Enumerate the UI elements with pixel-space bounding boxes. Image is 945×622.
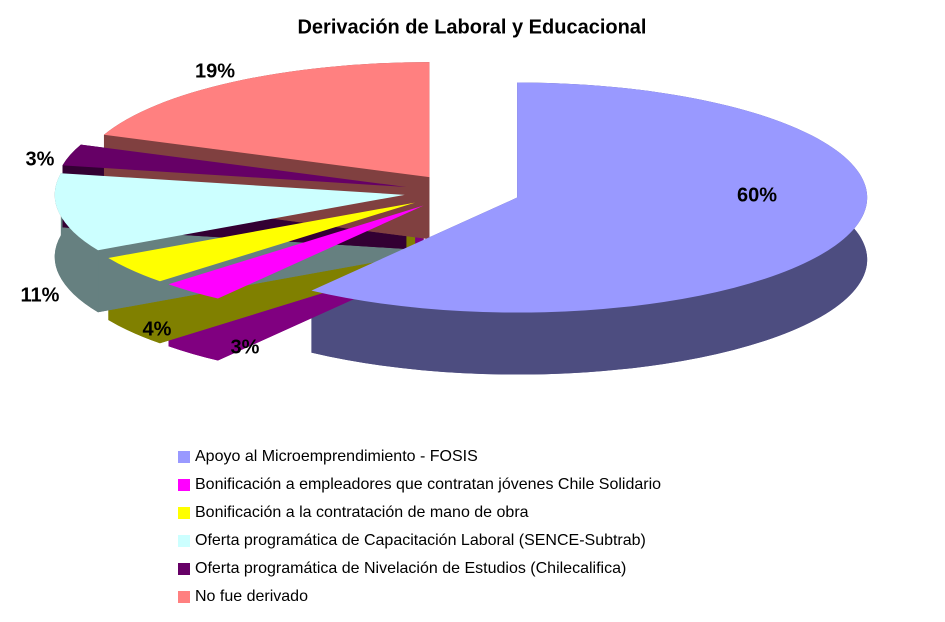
chart-title: Derivación de Laboral y Educacional <box>297 16 646 38</box>
legend-label: No fue derivado <box>195 588 308 605</box>
legend-label: Oferta programática de Capacitación Labo… <box>195 532 646 549</box>
slice <box>62 144 407 187</box>
legend-label: Oferta programática de Nivelación de Est… <box>195 560 626 577</box>
data-label: 4% <box>143 318 172 340</box>
legend-label: Apoyo al Microemprendimiento - FOSIS <box>195 448 478 465</box>
pie-tops <box>54 62 868 313</box>
legend-swatch <box>178 535 190 547</box>
labels: 60% 3% 4% 11% 3% 19% <box>21 60 778 358</box>
slice <box>103 62 430 178</box>
data-label: 60% <box>737 184 777 206</box>
slice-outer-wall <box>54 173 99 313</box>
data-label: 11% <box>21 284 60 306</box>
data-label: 19% <box>195 60 235 82</box>
legend: Apoyo al Microemprendimiento - FOSIS Boni… <box>178 448 661 605</box>
slice <box>168 205 424 299</box>
data-label: 3% <box>231 336 260 358</box>
legend-swatch <box>178 563 190 575</box>
data-label: 3% <box>26 148 55 170</box>
legend-swatch <box>178 591 190 603</box>
slice <box>54 173 405 251</box>
legend-swatch <box>178 451 190 463</box>
slice <box>108 202 416 282</box>
legend-swatch <box>178 479 190 491</box>
slice <box>311 82 868 313</box>
legend-swatch <box>178 507 190 519</box>
legend-label: Bonificación a la contratación de mano d… <box>195 504 529 521</box>
legend-label: Bonificación a empleadores que contratan… <box>195 476 661 493</box>
